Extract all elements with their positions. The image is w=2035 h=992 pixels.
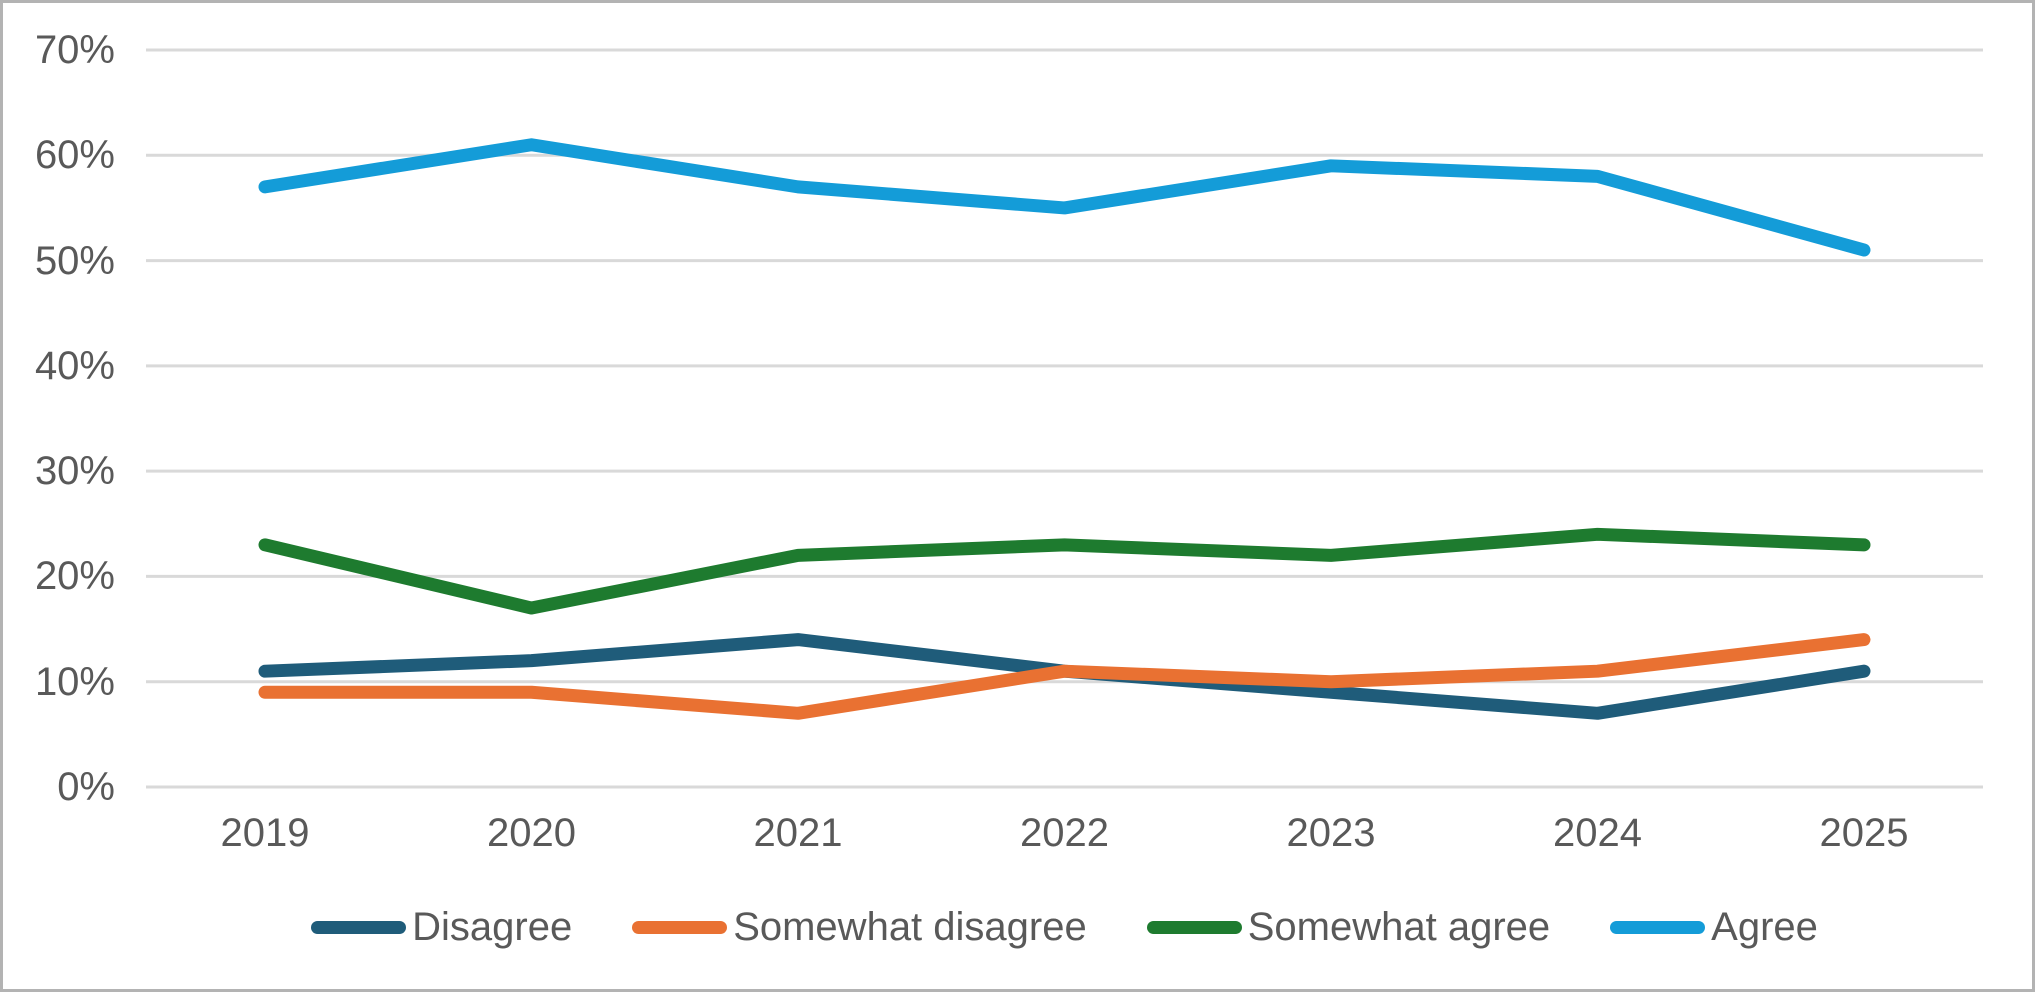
series-line-somewhat-agree[interactable] <box>258 527 1871 615</box>
x-tick-label: 2020 <box>487 811 576 855</box>
legend-item-agree[interactable]: Agree <box>1610 903 1818 951</box>
legend-label: Somewhat agree <box>1247 905 1551 949</box>
y-tick-label: 10% <box>34 659 115 704</box>
legend-item-disagree[interactable]: Disagree <box>311 903 572 951</box>
chart-legend: Disagree Somewhat disagree Somewhat agree A… <box>146 899 1983 955</box>
y-tick-label: 60% <box>34 133 115 178</box>
y-tick-label: 20% <box>34 554 115 599</box>
legend-label: Somewhat disagree <box>733 905 1087 949</box>
legend-swatch-agree <box>1610 920 1706 934</box>
series-line-somewhat-disagree[interactable] <box>258 633 1871 720</box>
x-tick-label: 2021 <box>753 811 843 855</box>
legend-item-somewhat-agree[interactable]: Somewhat agree <box>1146 903 1551 951</box>
x-tick-label: 2024 <box>1553 811 1642 855</box>
x-tick-label: 2023 <box>1286 811 1376 855</box>
legend-swatch-disagree <box>311 920 407 934</box>
legend-label: Disagree <box>412 905 573 949</box>
legend-swatch-somewhat-disagree <box>632 920 728 934</box>
legend-item-somewhat-disagree[interactable]: Somewhat disagree <box>632 903 1087 951</box>
x-tick-label: 2022 <box>1020 811 1109 855</box>
y-tick-label: 30% <box>34 449 115 494</box>
y-tick-label: 70% <box>34 28 115 72</box>
y-tick-label: 50% <box>34 238 115 283</box>
series-line-agree[interactable] <box>258 138 1871 257</box>
x-tick-label: 2019 <box>220 811 310 855</box>
legend-label: Agree <box>1711 905 1818 949</box>
x-tick-label: 2025 <box>1819 811 1909 855</box>
plot-area <box>146 48 1983 789</box>
legend-swatch-somewhat-agree <box>1146 920 1242 934</box>
y-tick-label: 0% <box>57 765 115 809</box>
y-tick-label: 40% <box>34 343 115 388</box>
